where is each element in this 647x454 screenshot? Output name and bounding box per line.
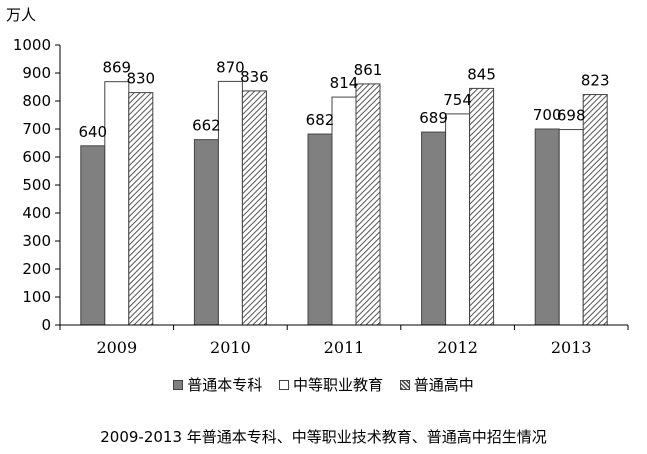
bar-2010-2 [241, 90, 267, 326]
data-label: 662 [192, 117, 221, 135]
bar-2012-0 [421, 131, 447, 326]
bar-2013-1 [558, 129, 584, 326]
bar-2009-0 [80, 145, 106, 326]
y-tick-label: 600 [22, 148, 51, 166]
data-label: 700 [533, 106, 562, 124]
data-label: 869 [102, 59, 131, 77]
y-tick-label: 300 [22, 232, 51, 250]
data-label: 830 [126, 70, 155, 88]
y-tick-label: 900 [22, 64, 51, 82]
bar-2010-0 [193, 139, 219, 326]
data-label: 823 [581, 72, 610, 90]
bar-2011-1 [331, 96, 357, 326]
bar-2011-2 [355, 83, 381, 326]
x-tick-label: 2009 [96, 338, 137, 357]
x-tick-label: 2010 [210, 338, 251, 357]
bar-2009-2 [128, 92, 154, 326]
x-tick-label: 2013 [551, 338, 592, 357]
y-unit-label: 万人 [6, 6, 36, 24]
x-tick-label: 2011 [324, 338, 365, 357]
x-axis: 2009 2010 2011 2012 2013 [59, 325, 629, 357]
bar-2009-1 [104, 81, 130, 326]
y-tick-label: 100 [22, 288, 51, 306]
legend-item-undergrad: 普通本专科 [173, 374, 262, 395]
data-label: 836 [240, 68, 269, 86]
data-label: 861 [354, 61, 383, 79]
legend-item-vocational: 中等职业教育 [278, 374, 383, 395]
bars [80, 80, 608, 326]
data-label: 870 [216, 58, 245, 76]
data-label: 689 [419, 109, 448, 127]
legend-label-undergrad: 普通本专科 [187, 376, 263, 394]
bar-2012-1 [445, 113, 471, 326]
x-tick-label: 2012 [437, 338, 478, 357]
legend-item-highschool: 普通高中 [399, 374, 474, 395]
y-tick-label: 0 [41, 316, 51, 334]
data-label: 698 [557, 107, 586, 125]
y-tick-label: 500 [22, 176, 51, 194]
bar-chart: 万人 0 100 200 300 400 500 600 700 800 900 1000 2009… [6, 6, 629, 357]
legend-swatch-highschool [399, 379, 410, 390]
data-label: 845 [467, 65, 496, 83]
y-tick-label: 1000 [13, 36, 51, 54]
y-tick-label: 200 [22, 260, 51, 278]
data-label: 682 [306, 111, 335, 129]
y-tick-label: 700 [22, 120, 51, 138]
y-axis: 0 100 200 300 400 500 600 700 800 900 1000 [13, 36, 60, 334]
bar-2013-0 [534, 128, 560, 326]
data-label: 754 [443, 91, 472, 109]
y-tick-label: 400 [22, 204, 51, 222]
legend-swatch-vocational [278, 379, 289, 390]
legend-label-vocational: 中等职业教育 [292, 376, 383, 394]
legend-swatch-undergrad [173, 379, 184, 390]
bar-2012-2 [469, 87, 495, 326]
legend-label-highschool: 普通高中 [413, 376, 474, 394]
bar-2011-0 [307, 133, 333, 326]
legend: 普通本专科 中等职业教育 普通高中 [0, 374, 647, 395]
chart-caption: 2009-2013 年普通本专科、中等职业技术教育、普通高中招生情况 [100, 428, 547, 446]
data-label: 640 [78, 123, 107, 141]
data-label: 814 [330, 74, 359, 92]
y-tick-label: 800 [22, 92, 51, 110]
bar-2010-1 [217, 80, 243, 326]
bar-2013-2 [582, 94, 608, 326]
